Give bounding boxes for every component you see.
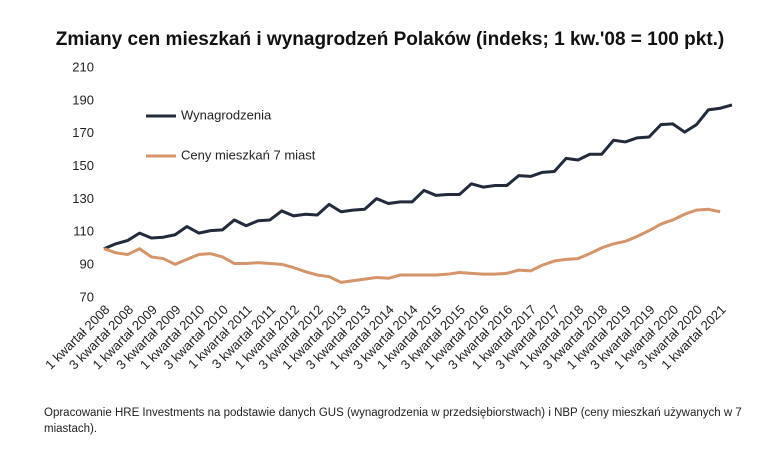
y-tick-label: 170 (72, 125, 94, 140)
chart-title: Zmiany cen mieszkań i wynagrodzeń Polakó… (56, 29, 725, 50)
legend-label: Wynagrodzenia (181, 107, 272, 122)
y-tick-label: 110 (73, 224, 94, 239)
y-tick-label: 130 (72, 191, 94, 206)
chart: Zmiany cen mieszkań i wynagrodzeń Polakó… (42, 29, 733, 372)
y-tick-label: 150 (72, 158, 94, 173)
y-tick-label: 210 (72, 59, 94, 74)
source-note: Opracowanie HRE Investments na podstawie… (44, 407, 742, 435)
y-tick-label: 70 (80, 289, 94, 304)
y-tick-label: 190 (72, 92, 94, 107)
data-line (103, 103, 733, 251)
legend-label: Ceny mieszkań 7 miast (181, 147, 316, 162)
data-line (103, 207, 721, 284)
y-tick-label: 90 (80, 257, 94, 272)
